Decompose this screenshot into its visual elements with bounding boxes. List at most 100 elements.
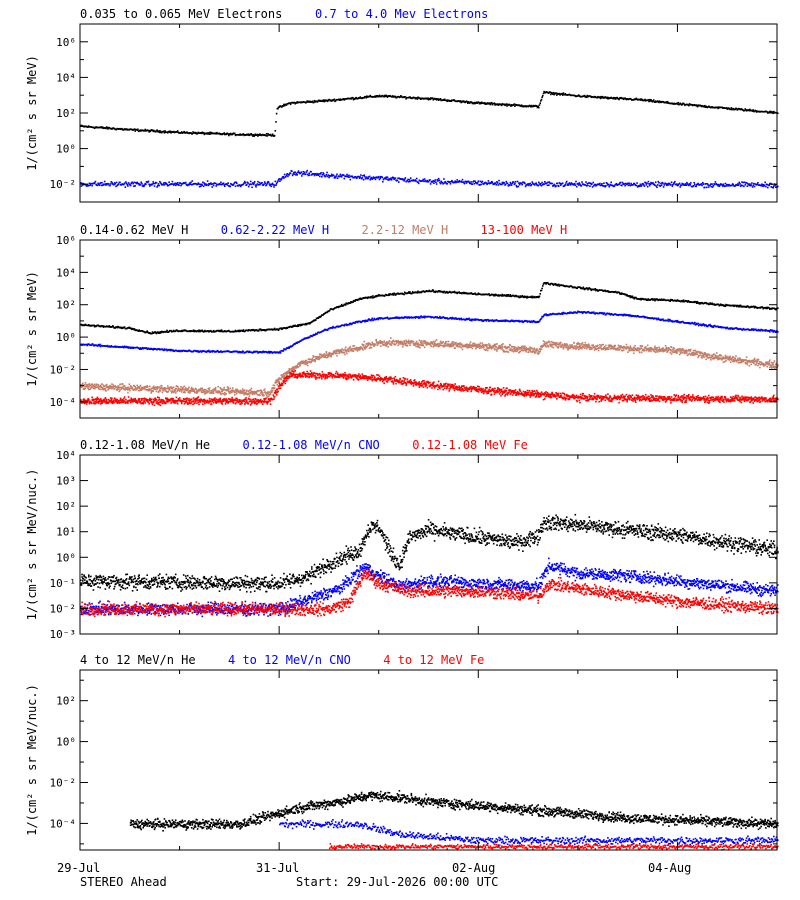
data-point (439, 315, 441, 318)
data-point (580, 185, 583, 187)
data-point (569, 182, 571, 185)
series-2-1 (80, 281, 779, 335)
data-point (538, 181, 540, 184)
data-point (605, 185, 607, 187)
data-point (487, 180, 490, 182)
data-point (546, 182, 548, 184)
data-point (735, 304, 737, 307)
data-point (773, 329, 776, 332)
data-point (766, 307, 768, 310)
data-point (122, 387, 125, 389)
data-point (253, 134, 256, 136)
data-point (378, 95, 380, 98)
data-point (195, 132, 198, 134)
data-point (534, 184, 536, 186)
data-point (484, 103, 486, 105)
data-point (480, 102, 482, 105)
data-point (293, 171, 295, 174)
data-point (640, 98, 642, 100)
data-point (196, 132, 199, 135)
data-point (360, 298, 363, 300)
data-point (334, 175, 336, 178)
data-point (324, 356, 327, 359)
data-point (153, 385, 155, 388)
data-point (200, 132, 203, 135)
data-point (226, 184, 229, 186)
data-point (629, 295, 631, 297)
data-point (409, 180, 411, 183)
data-point (478, 102, 481, 105)
data-point (242, 350, 245, 353)
data-point (340, 303, 343, 306)
data-point (607, 290, 609, 292)
data-point (501, 181, 504, 184)
data-point (180, 131, 183, 133)
data-point (696, 300, 699, 303)
data-point (398, 181, 400, 183)
data-point (514, 295, 516, 298)
data-point (287, 347, 289, 349)
data-point (404, 96, 407, 98)
data-point (732, 183, 735, 186)
data-point (100, 385, 103, 388)
data-point (216, 391, 219, 394)
data-point (466, 101, 468, 103)
data-point (465, 182, 468, 184)
data-point (278, 351, 281, 354)
data-point (314, 334, 316, 336)
data-point (200, 391, 203, 394)
data-point (737, 184, 740, 186)
data-point (235, 389, 237, 392)
data-point (692, 184, 695, 187)
data-point (596, 96, 598, 99)
data-point (710, 183, 712, 185)
data-point (317, 100, 319, 103)
data-point (777, 331, 779, 333)
data-point (542, 92, 545, 95)
data-point (725, 303, 727, 306)
data-point (182, 391, 185, 394)
data-point (134, 386, 136, 388)
data-point (221, 392, 223, 395)
data-point (743, 109, 746, 112)
panel-1-points (80, 90, 779, 189)
data-point (236, 392, 238, 395)
data-point (696, 104, 698, 107)
data-point (364, 320, 366, 323)
data-point (386, 96, 389, 98)
data-point (106, 344, 109, 347)
data-point (512, 104, 515, 106)
data-point (196, 183, 199, 186)
data-point (643, 185, 646, 187)
data-point (159, 131, 161, 134)
data-point (750, 329, 752, 331)
data-point (192, 131, 194, 133)
data-point (247, 391, 250, 393)
data-point (287, 175, 289, 178)
data-point (129, 387, 131, 390)
data-point (169, 349, 172, 352)
data-point (648, 184, 651, 187)
data-point (155, 131, 157, 133)
data-point (438, 316, 441, 319)
data-point (218, 329, 220, 332)
y-tick-label: 10² (56, 107, 76, 120)
data-point (275, 121, 277, 123)
data-point (593, 311, 595, 313)
data-point (280, 378, 283, 381)
data-point (756, 183, 758, 186)
data-point (190, 181, 192, 184)
data-point (742, 181, 745, 184)
data-point (405, 98, 407, 100)
data-point (143, 185, 145, 188)
data-point (578, 182, 581, 184)
data-point (311, 359, 313, 361)
data-point (528, 320, 531, 322)
data-point (646, 299, 649, 302)
data-point (151, 332, 153, 335)
data-point (267, 350, 270, 353)
data-point (123, 326, 126, 328)
data-point (467, 102, 469, 104)
data-point (534, 320, 536, 323)
data-point (609, 183, 612, 186)
